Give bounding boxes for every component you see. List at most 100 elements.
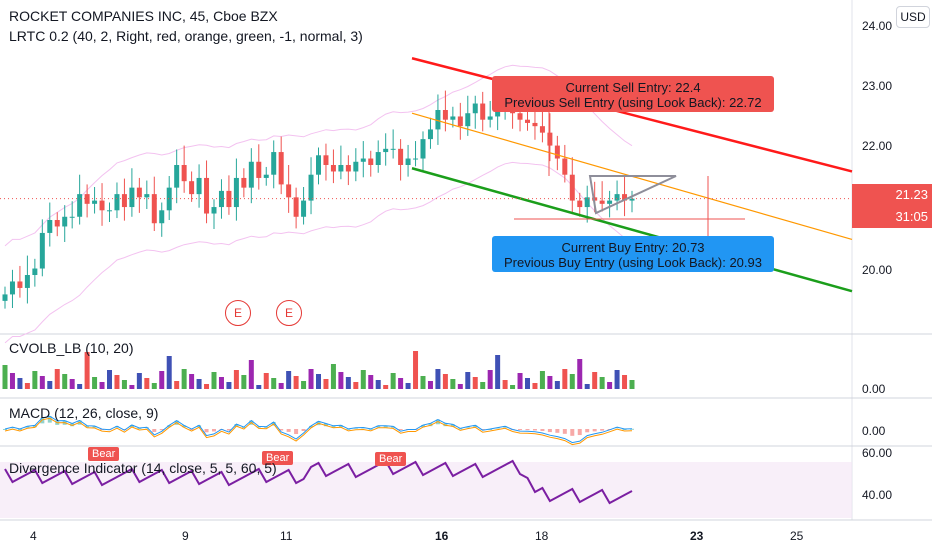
macd-hist-38 xyxy=(286,429,291,432)
candle-body-66 xyxy=(495,110,501,117)
macd-hist-39 xyxy=(294,429,299,435)
earnings-marker-2[interactable]: E xyxy=(276,300,302,326)
volume-bar-37 xyxy=(278,383,284,389)
macd-hist-69 xyxy=(518,429,523,431)
bear-divergence-label-3: Bear xyxy=(375,452,407,466)
volume-bar-5 xyxy=(39,376,45,389)
candle-body-36 xyxy=(271,152,277,175)
candle-body-34 xyxy=(256,161,262,178)
candle-body-32 xyxy=(241,177,247,188)
candle-body-47 xyxy=(353,161,359,172)
volume-bar-81 xyxy=(607,382,613,389)
candle-body-48 xyxy=(360,158,366,162)
candle-body-52 xyxy=(390,148,396,150)
volume-bar-40 xyxy=(301,381,307,389)
macd-hist-6 xyxy=(47,416,52,423)
candle-body-21 xyxy=(159,210,165,224)
volume-bar-41 xyxy=(308,369,314,389)
time-tick-9: 9 xyxy=(182,529,189,543)
volume-bar-54 xyxy=(405,383,411,389)
volume-bar-31 xyxy=(233,370,239,389)
macd-hist-67 xyxy=(503,426,508,428)
candle-body-18 xyxy=(136,187,142,198)
macd-hist-40 xyxy=(301,429,306,431)
macd-signal-line xyxy=(4,417,633,446)
volume-bar-72 xyxy=(539,371,545,389)
candle-body-42 xyxy=(316,155,321,175)
volume-bar-64 xyxy=(480,382,486,389)
macd-hist-12 xyxy=(92,426,97,428)
candle-body-24 xyxy=(181,165,187,182)
macd-hist-9 xyxy=(70,423,75,427)
candle-body-7 xyxy=(54,220,60,227)
macd-hist-17 xyxy=(129,425,134,428)
candle-body-17 xyxy=(129,187,135,208)
macd-hist-37 xyxy=(279,429,284,431)
candle-body-57 xyxy=(427,129,433,140)
candle-body-26 xyxy=(196,177,202,195)
candle-body-25 xyxy=(189,181,195,195)
candle-body-59 xyxy=(442,110,448,120)
macd-hist-50 xyxy=(376,425,381,428)
channel-upper-line xyxy=(411,57,853,173)
volume-bar-7 xyxy=(54,369,60,389)
candle-body-50 xyxy=(375,152,381,165)
earnings-marker-1[interactable]: E xyxy=(225,300,251,326)
macd-hist-52 xyxy=(391,426,396,428)
candle-body-5 xyxy=(39,232,45,269)
volume-bar-69 xyxy=(517,373,523,389)
time-tick-11: 11 xyxy=(280,529,293,543)
time-tick-16: 16 xyxy=(435,529,449,543)
volume-bar-51 xyxy=(383,385,389,389)
candle-body-23 xyxy=(174,165,180,188)
indicator-legend[interactable]: LRTC 0.2 (40, 2, Right, red, orange, gre… xyxy=(9,28,363,44)
volume-bar-49 xyxy=(368,375,374,389)
candle-body-75 xyxy=(562,158,568,175)
volume-bar-18 xyxy=(136,373,142,389)
time-tick-18: 18 xyxy=(535,529,549,543)
candle-body-0 xyxy=(2,294,8,301)
volume-bar-2 xyxy=(17,378,23,389)
currency-button[interactable]: USD xyxy=(896,6,930,28)
macd-hist-5 xyxy=(40,417,45,424)
candle-body-56 xyxy=(420,139,426,159)
candle-body-82 xyxy=(614,194,620,201)
volume-bar-61 xyxy=(457,384,463,389)
candle-body-19 xyxy=(144,194,150,198)
bear-divergence-label-2: Bear xyxy=(262,451,294,465)
volume-bar-21 xyxy=(159,371,165,389)
macd-hist-47 xyxy=(353,427,358,429)
time-tick-4: 4 xyxy=(30,529,37,543)
countdown-label: 31:05 xyxy=(852,206,932,228)
candle-body-31 xyxy=(233,177,239,208)
volume-bar-30 xyxy=(226,382,232,389)
volume-bar-29 xyxy=(218,377,224,389)
volume-bar-3 xyxy=(24,383,30,389)
cvolb-pane-title[interactable]: CVOLB_LB (10, 20) xyxy=(9,340,134,356)
divergence-pane-title[interactable]: Divergence Indicator (14, close, 5, 5, 6… xyxy=(9,460,277,476)
price-tick-top: 24.00 xyxy=(862,19,893,33)
candle-body-39 xyxy=(293,197,299,217)
volume-bar-62 xyxy=(465,372,471,389)
macd-hist-51 xyxy=(383,425,388,428)
sell-entry-callout: Current Sell Entry: 22.4 Previous Sell E… xyxy=(492,76,774,112)
volume-bar-74 xyxy=(554,381,560,389)
volume-bar-44 xyxy=(330,364,336,389)
candle-body-35 xyxy=(263,174,269,178)
candle-body-45 xyxy=(338,165,344,172)
volume-bar-23 xyxy=(174,381,180,389)
volume-bar-38 xyxy=(286,371,292,389)
candle-body-1 xyxy=(9,281,15,295)
volume-bar-11 xyxy=(84,352,90,389)
channel-lower-line xyxy=(411,167,853,293)
volume-bar-55 xyxy=(413,351,419,389)
macd-hist-56 xyxy=(421,425,425,428)
volume-bar-45 xyxy=(338,372,344,389)
candle-body-13 xyxy=(99,200,105,211)
macd-pane-title[interactable]: MACD (12, 26, close, 9) xyxy=(9,405,159,421)
volume-bar-4 xyxy=(32,371,38,389)
macd-hist-73 xyxy=(547,429,552,433)
candle-body-76 xyxy=(569,174,575,201)
macd-hist-20 xyxy=(152,429,157,432)
